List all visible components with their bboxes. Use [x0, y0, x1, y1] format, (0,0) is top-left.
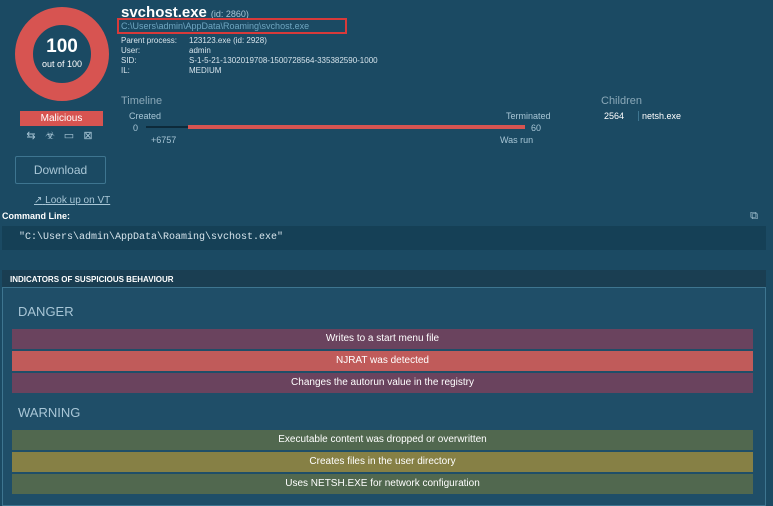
process-meta: Parent process: 123123.exe (id: 2928) Us…	[121, 36, 378, 76]
meta-value: MEDIUM	[189, 66, 222, 75]
children-title: Children	[601, 95, 642, 107]
indicator-row[interactable]: Uses NETSH.EXE for network configuration	[12, 474, 753, 494]
path-highlight	[117, 18, 347, 34]
meta-extra: (id: 2928)	[233, 36, 267, 45]
download-button[interactable]: Download	[15, 156, 106, 184]
biohazard-icon: ☣	[45, 130, 55, 142]
monitor-icon: ▭	[63, 130, 75, 142]
process-title: svchost.exe (id: 2860)	[121, 4, 249, 21]
process-path[interactable]: C:\Users\admin\AppData\Roaming\svchost.e…	[121, 21, 310, 31]
score-value: 100	[46, 36, 78, 57]
external-link-icon: ↗	[34, 195, 43, 206]
vt-link-label: Look up on VT	[45, 195, 111, 206]
meta-key: IL:	[121, 66, 130, 75]
process-name: svchost.exe	[121, 4, 207, 21]
timeline-created-label: Created	[129, 111, 162, 121]
score-subtitle: out of 100	[41, 59, 83, 69]
timeline-run-label: Was run	[500, 135, 534, 145]
warning-heading: WARNING	[18, 405, 81, 420]
child-pid[interactable]: 2564	[604, 111, 625, 121]
meta-value: S-1-5-21-1302019708-1500728564-335382590…	[189, 56, 378, 65]
meta-row-parent: Parent process: 123123.exe (id: 2928)	[121, 36, 378, 46]
timeline-bar-run	[188, 125, 525, 129]
vt-lookup-link[interactable]: ↗ Look up on VT	[34, 195, 110, 206]
indicators-title: INDICATORS OF SUSPICIOUS BEHAVIOUR	[10, 275, 174, 284]
arrows-icon: ⇆	[26, 130, 36, 142]
command-line-value[interactable]: "C:\Users\admin\AppData\Roaming\svchost.…	[19, 232, 284, 243]
verdict-badge: Malicious	[20, 111, 103, 126]
network-shield-icon: ⊠	[83, 130, 93, 142]
indicator-row[interactable]: Writes to a start menu file	[12, 329, 753, 349]
indicator-row[interactable]: NJRAT was detected	[12, 351, 753, 371]
child-name[interactable]: netsh.exe	[638, 111, 681, 121]
indicator-row[interactable]: Executable content was dropped or overwr…	[12, 430, 753, 450]
meta-row-il: IL: MEDIUM	[121, 66, 378, 76]
timeline-terminated-value: 60	[531, 123, 542, 133]
timeline-bar-pre	[146, 126, 188, 128]
indicator-row[interactable]: Creates files in the user directory	[12, 452, 753, 472]
timeline-offset: +6757	[151, 135, 177, 145]
meta-row-user: User: admin	[121, 46, 378, 56]
indicators-header	[2, 270, 766, 288]
score-ring	[15, 7, 109, 101]
copy-icon[interactable]: ⧉	[750, 210, 758, 222]
command-line-label: Command Line:	[2, 211, 71, 221]
timeline-created-value: 0	[133, 123, 139, 133]
meta-row-sid: SID: S-1-5-21-1302019708-1500728564-3353…	[121, 56, 378, 66]
command-line-box	[2, 226, 766, 250]
timeline-terminated-label: Terminated	[506, 111, 551, 121]
meta-value[interactable]: 123123.exe	[189, 36, 231, 45]
timeline-title: Timeline	[121, 95, 163, 107]
meta-key: SID:	[121, 56, 137, 65]
meta-key: Parent process:	[121, 36, 178, 45]
indicator-row[interactable]: Changes the autorun value in the registr…	[12, 373, 753, 393]
threat-icons: ⇆ ☣ ▭ ⊠	[24, 130, 104, 144]
meta-key: User:	[121, 46, 141, 55]
meta-value: admin	[189, 46, 211, 55]
process-id: (id: 2860)	[210, 9, 249, 19]
danger-heading: DANGER	[18, 304, 74, 319]
